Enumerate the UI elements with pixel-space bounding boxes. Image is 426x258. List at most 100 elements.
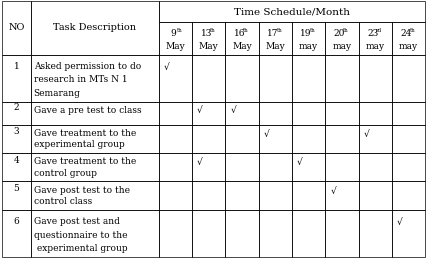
Text: Asked permission to do: Asked permission to do <box>34 62 141 71</box>
Text: experimental group: experimental group <box>34 244 127 253</box>
Bar <box>259 22 292 55</box>
Bar <box>159 22 192 55</box>
Text: 23: 23 <box>367 29 378 38</box>
Text: Time Schedule/Month: Time Schedule/Month <box>234 7 350 16</box>
Bar <box>192 55 225 102</box>
Text: th: th <box>177 28 182 33</box>
Bar <box>325 125 359 153</box>
Bar <box>292 125 325 153</box>
Bar <box>325 22 359 55</box>
Bar <box>159 153 192 181</box>
Text: √: √ <box>264 130 270 139</box>
Bar <box>325 153 359 181</box>
Bar <box>2 55 31 102</box>
Bar <box>292 22 325 55</box>
Text: questionnaire to the: questionnaire to the <box>34 230 127 239</box>
Bar <box>392 55 425 102</box>
Text: May: May <box>166 42 185 51</box>
Text: may: may <box>366 42 385 51</box>
Bar <box>159 1 425 22</box>
Bar <box>225 22 259 55</box>
Bar <box>192 153 225 181</box>
Bar <box>392 125 425 153</box>
Bar <box>31 102 159 125</box>
Bar <box>359 125 392 153</box>
Bar <box>2 210 31 257</box>
Text: √: √ <box>330 187 336 196</box>
Bar <box>392 102 425 125</box>
Bar <box>2 181 31 210</box>
Bar <box>259 102 292 125</box>
Bar <box>192 125 225 153</box>
Text: 17: 17 <box>267 29 279 38</box>
Bar <box>359 55 392 102</box>
Bar <box>392 22 425 55</box>
Text: 19: 19 <box>300 29 312 38</box>
Text: control class: control class <box>34 197 92 206</box>
Bar <box>259 210 292 257</box>
Bar <box>31 125 159 153</box>
Bar <box>2 125 31 153</box>
Text: 20: 20 <box>334 29 345 38</box>
Text: th: th <box>210 28 216 33</box>
Text: May: May <box>232 42 252 51</box>
Bar <box>259 181 292 210</box>
Bar <box>2 1 31 55</box>
Bar <box>225 181 259 210</box>
Text: √: √ <box>397 218 403 227</box>
Bar <box>2 102 31 125</box>
Bar <box>192 181 225 210</box>
Bar <box>292 153 325 181</box>
Bar <box>225 55 259 102</box>
Bar <box>359 102 392 125</box>
Bar <box>359 22 392 55</box>
Bar <box>31 181 159 210</box>
Text: may: may <box>332 42 351 51</box>
Bar <box>31 153 159 181</box>
Bar <box>225 102 259 125</box>
Text: 5: 5 <box>14 184 20 193</box>
Text: Task Description: Task Description <box>54 23 136 33</box>
Text: 16: 16 <box>234 29 245 38</box>
Bar <box>259 125 292 153</box>
Bar <box>359 210 392 257</box>
Text: Gave post test to the: Gave post test to the <box>34 186 130 195</box>
Bar <box>225 153 259 181</box>
Bar <box>159 210 192 257</box>
Bar <box>292 181 325 210</box>
Text: May: May <box>199 42 219 51</box>
Bar <box>392 210 425 257</box>
Text: Gave a pre test to class: Gave a pre test to class <box>34 106 141 115</box>
Bar <box>292 102 325 125</box>
Text: research in MTs N 1: research in MTs N 1 <box>34 75 127 84</box>
Bar <box>325 102 359 125</box>
Bar <box>259 55 292 102</box>
Bar <box>292 55 325 102</box>
Text: Gave treatment to the: Gave treatment to the <box>34 157 136 166</box>
Text: NO: NO <box>9 23 25 33</box>
Text: th: th <box>243 28 249 33</box>
Bar <box>192 210 225 257</box>
Bar <box>325 210 359 257</box>
Bar <box>159 102 192 125</box>
Text: rd: rd <box>376 28 382 33</box>
Bar <box>192 102 225 125</box>
Text: Gave treatment to the: Gave treatment to the <box>34 129 136 138</box>
Text: √: √ <box>230 106 236 115</box>
Text: th: th <box>276 28 282 33</box>
Bar <box>325 181 359 210</box>
Bar <box>225 210 259 257</box>
Bar <box>2 153 31 181</box>
Text: control group: control group <box>34 168 97 178</box>
Text: 1: 1 <box>14 62 20 71</box>
Bar <box>31 1 159 55</box>
Text: √: √ <box>297 158 303 167</box>
Text: 4: 4 <box>14 156 20 165</box>
Text: 24: 24 <box>400 29 412 38</box>
Text: √: √ <box>197 158 203 167</box>
Text: 3: 3 <box>14 127 20 136</box>
Text: √: √ <box>363 130 369 139</box>
Bar <box>392 181 425 210</box>
Bar <box>359 181 392 210</box>
Text: th: th <box>410 28 415 33</box>
